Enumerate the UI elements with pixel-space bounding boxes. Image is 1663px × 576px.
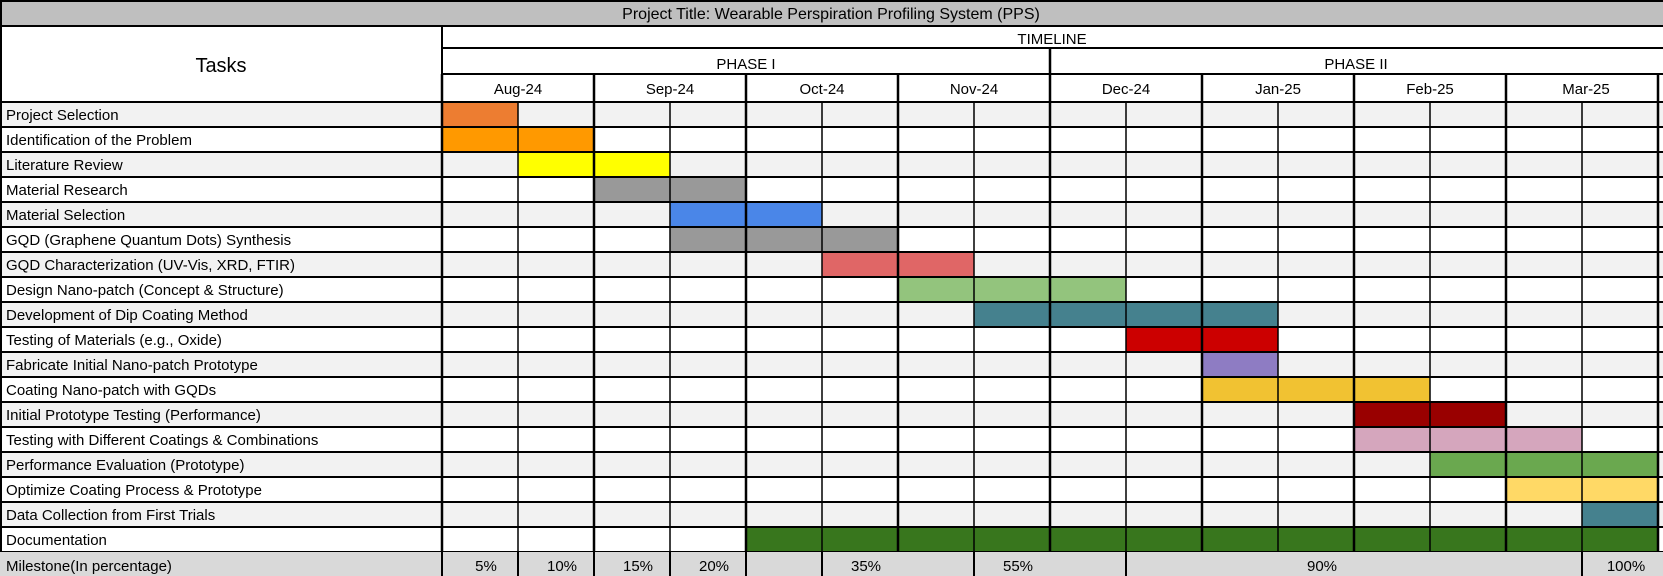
task-row xyxy=(0,352,1663,377)
task-label: Development of Dip Coating Method xyxy=(6,307,248,324)
task-label: Literature Review xyxy=(6,157,123,174)
task-label: Material Research xyxy=(6,182,128,199)
task-label: Initial Prototype Testing (Performance) xyxy=(6,407,261,424)
task-label: GQD Characterization (UV-Vis, XRD, FTIR) xyxy=(6,257,295,274)
tasks-header: Tasks xyxy=(195,55,246,77)
task-label: Performance Evaluation (Prototype) xyxy=(6,457,244,474)
milestone-value: 15% xyxy=(623,558,653,575)
task-bar xyxy=(1202,352,1278,377)
task-label: Testing of Materials (e.g., Oxide) xyxy=(6,332,222,349)
milestone-value: 100% xyxy=(1607,558,1645,575)
month-label: Nov-24 xyxy=(950,81,998,98)
task-label: Coating Nano-patch with GQDs xyxy=(6,382,216,399)
milestone-label: Milestone(In percentage) xyxy=(6,558,172,575)
month-label: Oct-24 xyxy=(799,81,844,98)
month-label: Dec-24 xyxy=(1102,81,1150,98)
month-label: Feb-25 xyxy=(1406,81,1454,98)
milestone-value: 5% xyxy=(475,558,497,575)
task-bar xyxy=(1430,452,1658,477)
milestone-value: 10% xyxy=(547,558,577,575)
task-label: Documentation xyxy=(6,532,107,549)
month-label: Aug-24 xyxy=(494,81,542,98)
task-row xyxy=(0,502,1663,527)
task-label: Material Selection xyxy=(6,207,125,224)
task-bar xyxy=(442,102,518,127)
task-row xyxy=(0,177,1663,202)
task-label: Fabricate Initial Nano-patch Prototype xyxy=(6,357,258,374)
task-bar xyxy=(1582,502,1658,527)
task-label: Project Selection xyxy=(6,107,119,124)
tasks-header-cell xyxy=(0,26,442,102)
task-row xyxy=(0,127,1663,152)
task-label: GQD (Graphene Quantum Dots) Synthesis xyxy=(6,232,291,249)
milestone-row-bg xyxy=(0,552,1663,576)
task-label: Identification of the Problem xyxy=(6,132,192,149)
task-bar xyxy=(1354,427,1582,452)
task-label: Testing with Different Coatings & Combin… xyxy=(6,432,318,449)
task-row xyxy=(0,202,1663,227)
phase-1-label: PHASE I xyxy=(716,56,775,73)
task-row xyxy=(0,277,1663,302)
task-row xyxy=(0,477,1663,502)
month-label: Sep-24 xyxy=(646,81,694,98)
task-label: Design Nano-patch (Concept & Structure) xyxy=(6,282,284,299)
task-bar xyxy=(1202,377,1430,402)
timeline-header: TIMELINE xyxy=(1017,31,1086,48)
milestone-value: 90% xyxy=(1307,558,1337,575)
task-row xyxy=(0,327,1663,352)
task-bar xyxy=(898,277,1126,302)
phase-2-label: PHASE II xyxy=(1324,56,1387,73)
milestone-value: 35% xyxy=(851,558,881,575)
title-bar xyxy=(0,0,1663,26)
milestone-value: 55% xyxy=(1003,558,1033,575)
task-row xyxy=(0,452,1663,477)
task-row xyxy=(0,102,1663,127)
month-label: Jan-25 xyxy=(1255,81,1301,98)
task-bar xyxy=(670,227,898,252)
task-row xyxy=(0,302,1663,327)
task-row xyxy=(0,152,1663,177)
month-label: Mar-25 xyxy=(1562,81,1610,98)
milestone-value: 20% xyxy=(699,558,729,575)
project-title: Project Title: Wearable Perspiration Pro… xyxy=(622,6,1040,23)
task-label: Data Collection from First Trials xyxy=(6,507,215,524)
task-label: Optimize Coating Process & Prototype xyxy=(6,482,262,499)
